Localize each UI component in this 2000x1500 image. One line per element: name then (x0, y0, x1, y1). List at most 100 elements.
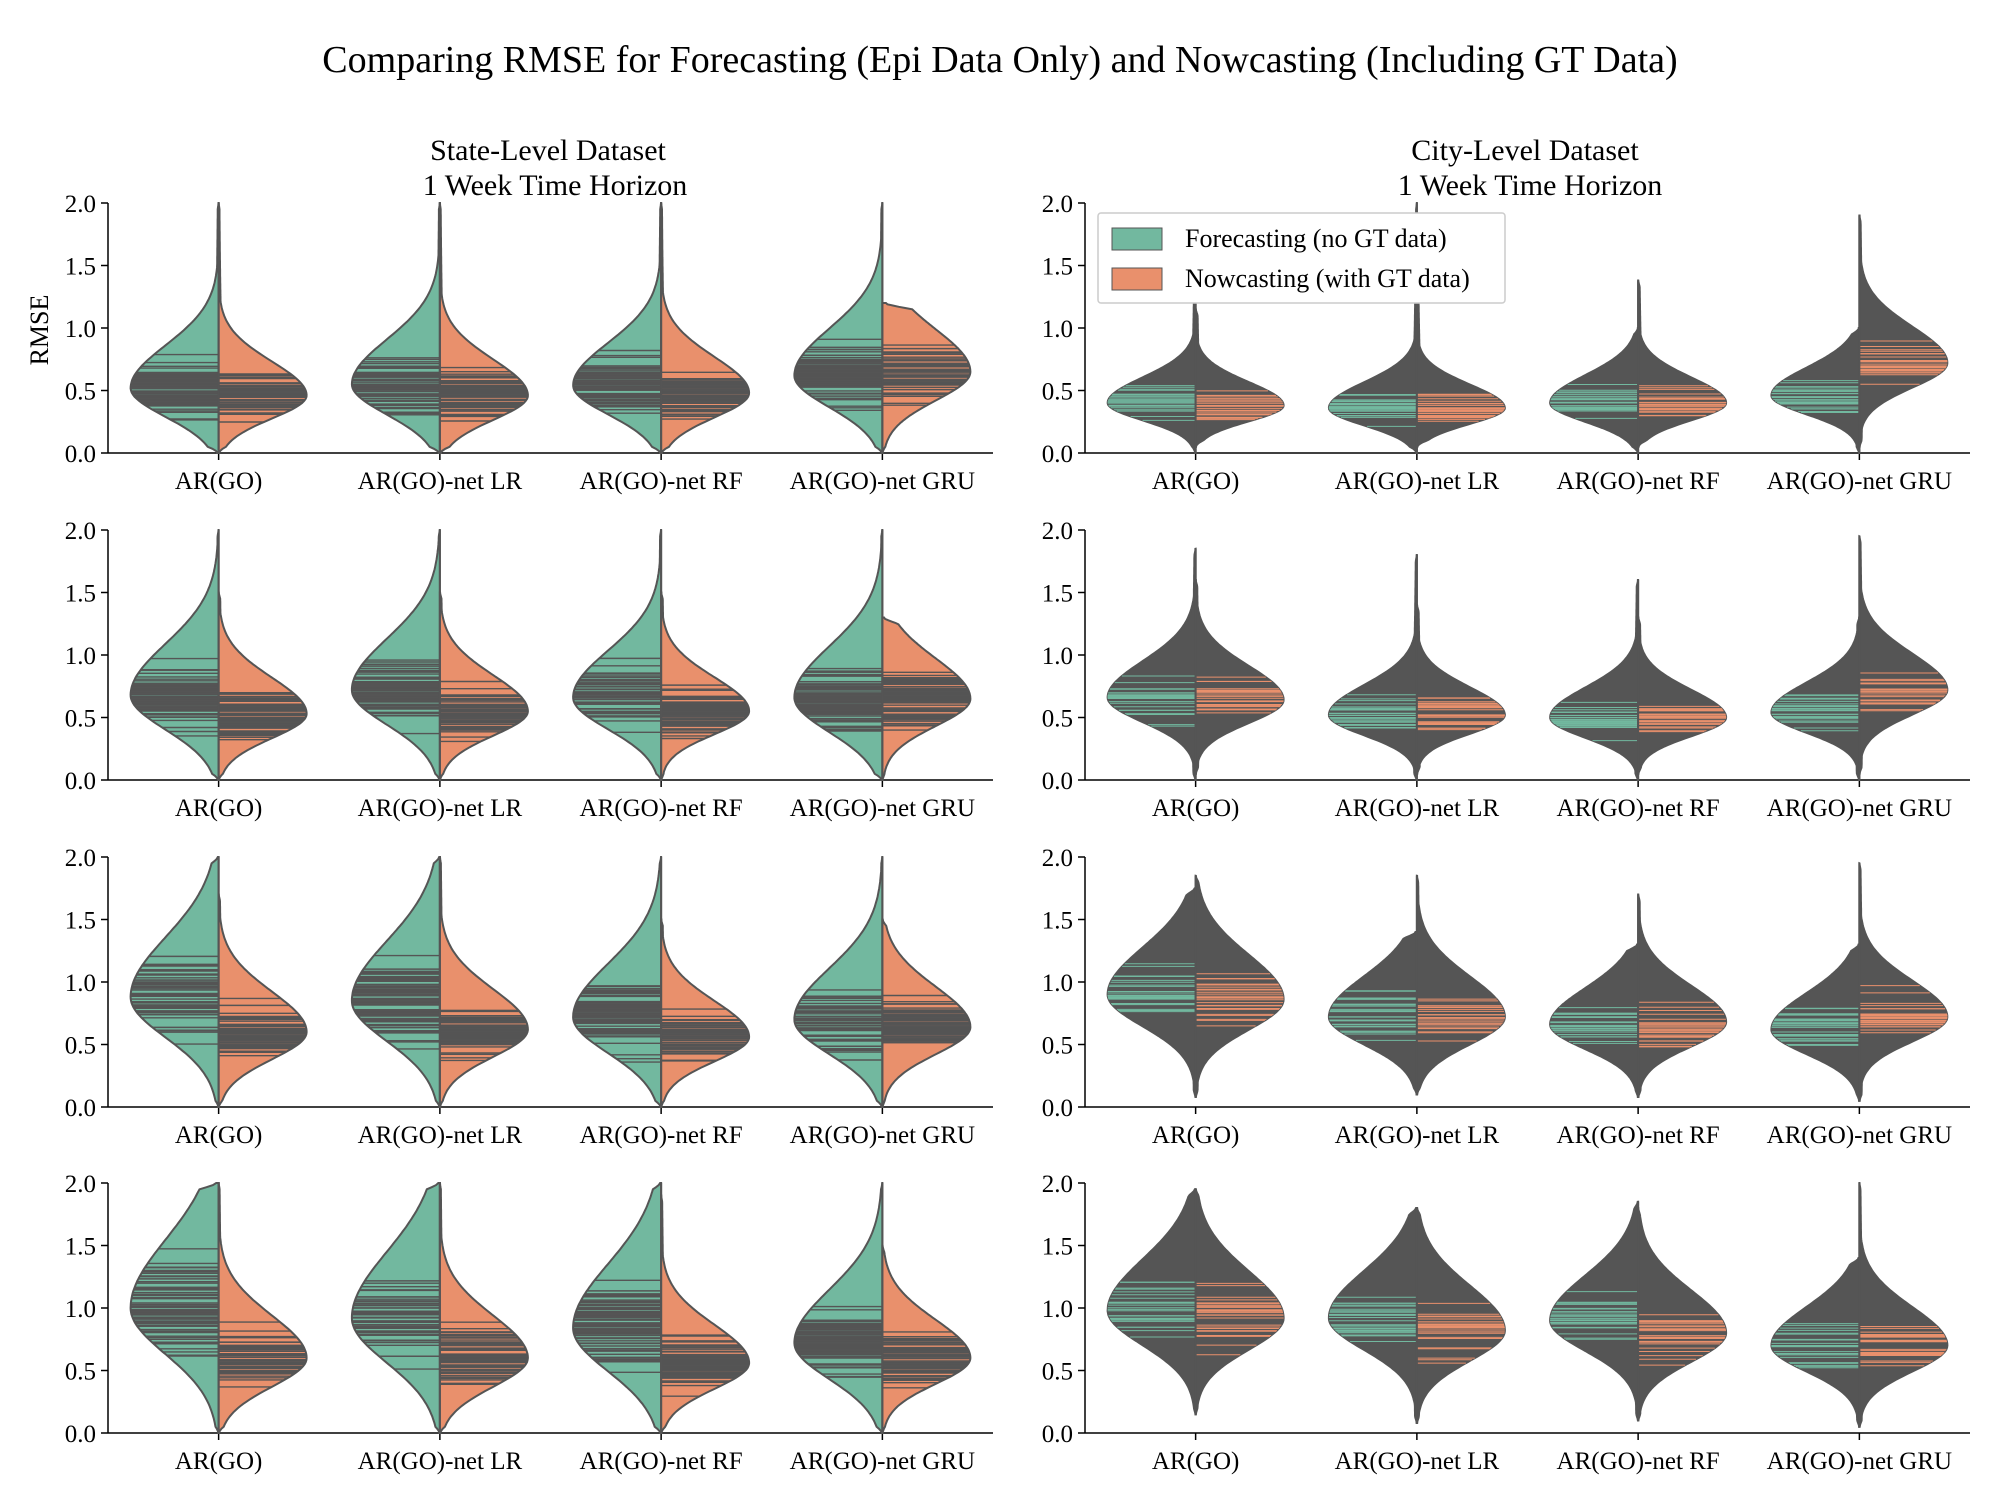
column-title-state-line2: 1 Week Time Horizon (423, 169, 688, 202)
violin-half-forecast (793, 529, 884, 781)
x-tick-label: AR(GO)-net RF (1557, 1448, 1720, 1475)
violin-half-nowcast (1858, 214, 1949, 448)
legend-label-forecast: Forecasting (no GT data) (1185, 224, 1447, 253)
column-title-state-line1: State-Level Dataset (430, 134, 666, 167)
violin-half-nowcast (1637, 279, 1728, 448)
y-tick-label: 1.5 (65, 581, 96, 608)
violin-half-nowcast (1415, 604, 1506, 775)
x-tick-label: AR(GO)-net LR (358, 1122, 523, 1149)
x-tick-label: AR(GO) (1152, 1122, 1240, 1149)
panel-state-row1: 0.0 0.5 1.0 1.5 2.0 AR(GO) AR(GO)-net LR AR(GO)… (65, 191, 993, 495)
y-tick-label: 1.0 (65, 643, 96, 670)
violin-half-nowcast (438, 856, 529, 1108)
violin-half-nowcast (1858, 1182, 1949, 1428)
y-tick-label: 1.0 (65, 316, 96, 343)
violin-half-nowcast (660, 202, 751, 454)
legend-frame (1097, 212, 1506, 304)
violin-half-forecast (1327, 554, 1418, 781)
x-tick-label: AR(GO)-net LR (358, 1448, 523, 1475)
x-tick-label: AR(GO)-net LR (1335, 795, 1500, 822)
y-axis-label: RMSE (25, 295, 54, 366)
panel-city-row3: 0.0 0.5 1.0 1.5 2.0 AR(GO) AR(GO)-net LR AR(GO)… (1042, 845, 1970, 1149)
y-tick-label: 0.5 (1042, 1033, 1073, 1060)
column-title-city-line2: 1 Week Time Horizon (1398, 169, 1663, 202)
x-tick-label: AR(GO) (1152, 795, 1240, 822)
x-tick-label: AR(GO) (1152, 1448, 1240, 1475)
x-tick-label: AR(GO)-net RF (580, 795, 743, 822)
panel-city-row4: 0.0 0.5 1.0 1.5 2.0 AR(GO) AR(GO)-net LR AR(GO)… (1042, 1171, 1970, 1475)
x-tick-label: AR(GO) (1152, 468, 1240, 495)
violin-half-forecast (1106, 295, 1197, 454)
x-tick-label: AR(GO) (175, 1122, 263, 1149)
y-tick-label: 0.0 (1042, 1421, 1073, 1448)
x-tick-label: AR(GO)-net GRU (790, 1122, 975, 1149)
x-tick-label: AR(GO)-net RF (580, 1448, 743, 1475)
violin-half-nowcast (217, 893, 308, 1108)
x-tick-label: AR(GO)-net RF (1557, 1122, 1720, 1149)
figure-title: Comparing RMSE for Forecasting (Epi Data… (322, 39, 1677, 81)
y-tick-label: 0.0 (65, 1421, 96, 1448)
violin-half-forecast (1106, 547, 1197, 781)
violin-half-forecast (1770, 1257, 1861, 1428)
y-tick-label: 0.0 (1042, 441, 1073, 468)
violin-half-forecast (350, 856, 441, 1108)
x-tick-label: AR(GO)-net RF (1557, 795, 1720, 822)
violin-half-nowcast (438, 1182, 529, 1434)
x-tick-label: AR(GO)-net GRU (1767, 795, 1952, 822)
y-tick-label: 2.0 (1042, 191, 1073, 218)
violin-half-nowcast (217, 202, 308, 454)
violin-half-nowcast (1637, 1207, 1728, 1422)
y-tick-label: 2.0 (1042, 1171, 1073, 1198)
x-tick-label: AR(GO)-net LR (1335, 1448, 1500, 1475)
x-tick-label: AR(GO)-net LR (358, 795, 523, 822)
column-title-city-line1: City-Level Dataset (1411, 134, 1639, 167)
y-tick-label: 0.0 (1042, 768, 1073, 795)
y-tick-label: 2.0 (1042, 845, 1073, 872)
y-tick-label: 2.0 (65, 518, 96, 545)
y-tick-label: 0.0 (1042, 1095, 1073, 1122)
y-tick-label: 0.0 (65, 1095, 96, 1122)
violin-half-nowcast (1415, 874, 1506, 1096)
violin-half-nowcast (881, 302, 972, 454)
y-tick-label: 0.5 (1042, 1359, 1073, 1386)
violin-half-forecast (350, 529, 441, 781)
violin-half-forecast (129, 202, 220, 454)
panel-state-row4: 0.0 0.5 1.0 1.5 2.0 AR(GO) AR(GO)-net LR AR(GO)… (65, 1171, 993, 1475)
x-tick-label: AR(GO)-net RF (580, 468, 743, 495)
legend-swatch-nowcast (1111, 267, 1163, 291)
violin-half-forecast (1549, 579, 1640, 781)
x-tick-label: AR(GO) (175, 1448, 263, 1475)
y-tick-label: 0.5 (1042, 706, 1073, 733)
y-tick-label: 1.5 (65, 1234, 96, 1261)
x-tick-label: AR(GO)-net GRU (1767, 1448, 1952, 1475)
violin-half-nowcast (1637, 893, 1728, 1098)
y-tick-label: 2.0 (65, 845, 96, 872)
y-tick-label: 2.0 (65, 1171, 96, 1198)
violin-half-forecast (572, 202, 663, 454)
violin-half-nowcast (1858, 861, 1949, 1102)
violin-half-forecast (793, 1182, 884, 1434)
y-tick-label: 1.0 (1042, 316, 1073, 343)
x-tick-label: AR(GO)-net GRU (1767, 1122, 1952, 1149)
y-tick-label: 2.0 (1042, 518, 1073, 545)
violin-half-nowcast (1637, 616, 1728, 775)
violin-half-nowcast (1858, 534, 1949, 775)
x-tick-label: AR(GO) (175, 795, 263, 822)
legend-label-nowcast: Nowcasting (with GT data) (1185, 264, 1470, 293)
violin-half-nowcast (1194, 1188, 1285, 1416)
violin-half-nowcast (1194, 308, 1285, 448)
x-tick-label: AR(GO)-net GRU (790, 468, 975, 495)
legend-swatch-forecast (1111, 227, 1163, 251)
y-tick-label: 0.5 (1042, 379, 1073, 406)
x-tick-label: AR(GO)-net LR (1335, 468, 1500, 495)
x-tick-label: AR(GO)-net GRU (1767, 468, 1952, 495)
x-tick-label: AR(GO)-net GRU (790, 1448, 975, 1475)
x-tick-label: AR(GO)-net RF (1557, 468, 1720, 495)
x-tick-label: AR(GO)-net GRU (790, 795, 975, 822)
panel-state-row2: 0.0 0.5 1.0 1.5 2.0 AR(GO) AR(GO)-net LR AR(GO)… (65, 518, 993, 822)
x-tick-label: AR(GO)-net LR (358, 468, 523, 495)
violin-half-nowcast (660, 1194, 751, 1434)
violin-half-forecast (1327, 931, 1418, 1096)
violin-half-forecast (129, 1182, 220, 1434)
